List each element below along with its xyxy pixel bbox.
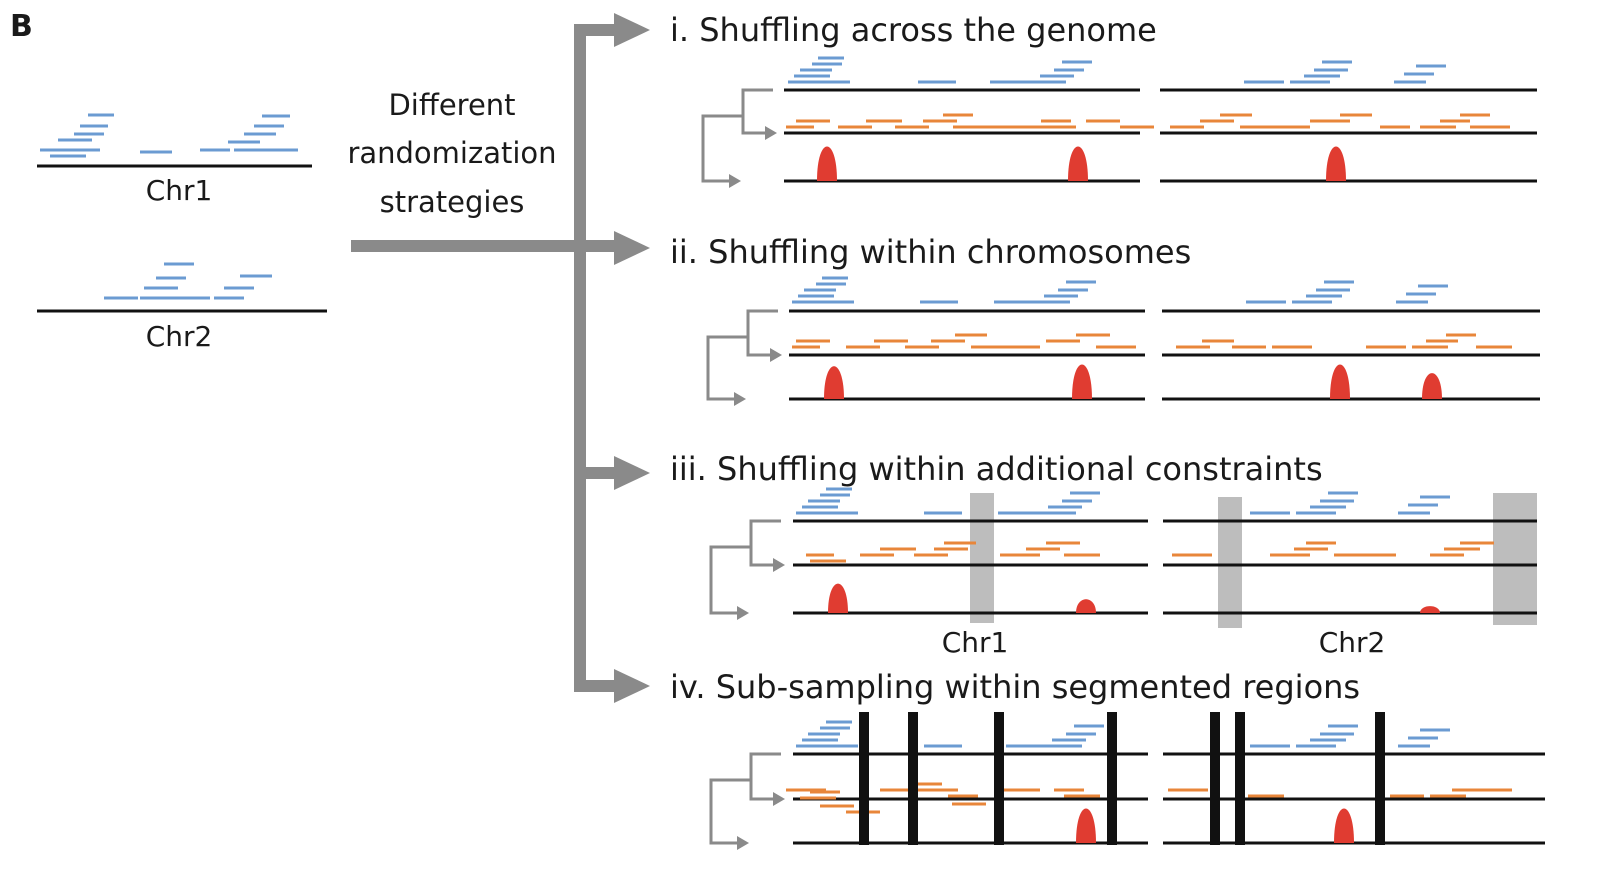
peak-signal: [828, 583, 848, 613]
section-i-bracket-lower-head: [729, 174, 741, 188]
segment-boundary: [1210, 712, 1220, 845]
arrow-iii-head: [614, 456, 650, 490]
arrow-ii-head: [614, 231, 650, 265]
section-i-bracket-lower: [701, 114, 743, 183]
section-iv-bracket-lower: [709, 778, 751, 845]
segment-boundary: [859, 712, 869, 845]
segment-boundary: [1107, 712, 1117, 845]
peak-signal: [1072, 364, 1092, 399]
segment-boundary: [994, 712, 1004, 845]
excluded-region: [1218, 497, 1242, 628]
peak-signal: [824, 366, 844, 399]
panel-label: B: [10, 9, 33, 44]
arrow-iv-head: [614, 669, 650, 703]
section-iv-bracket-lower-head: [737, 836, 749, 850]
section-iii-title: iii. Shuffling within additional constra…: [670, 450, 1323, 488]
section-iv-bracket-upper-head: [773, 792, 785, 806]
segment-boundary: [1235, 712, 1245, 845]
peak-signal: [1330, 364, 1350, 399]
section-ii-title: ii. Shuffling within chromosomes: [670, 233, 1191, 271]
peak-signal: [1420, 606, 1440, 613]
arrow-i-head: [614, 13, 650, 47]
section-ii-bracket-lower-head: [734, 392, 746, 406]
section-iii-chr2-label: Chr2: [1319, 626, 1386, 659]
section-iii-bracket-lower-head: [737, 606, 749, 620]
section-ii-bracket-upper: [746, 309, 778, 357]
section-ii-bracket-lower: [706, 335, 748, 401]
section-i-title: i. Shuffling across the genome: [670, 11, 1157, 49]
section-iv-bracket-upper: [749, 752, 781, 801]
trunk-arrow-shaft: [574, 24, 586, 690]
section-iii-bracket-upper-head: [773, 558, 785, 572]
section-iii-chr1-label: Chr1: [942, 626, 1009, 659]
chr2-label: Chr2: [146, 320, 213, 353]
peak-signal: [1076, 599, 1096, 613]
peak-signal: [1326, 146, 1346, 181]
excluded-region: [970, 493, 994, 623]
segment-boundary: [908, 712, 918, 845]
section-iii-bracket-lower: [709, 545, 751, 615]
section-i-bracket-upper: [741, 88, 773, 135]
peak-signal: [1076, 808, 1096, 843]
caption-line-1: Different: [388, 88, 515, 122]
segment-boundary: [1375, 712, 1385, 845]
peak-signal: [1068, 146, 1088, 181]
peak-signal: [1334, 808, 1354, 843]
section-iv-title: iv. Sub-sampling within segmented region…: [670, 668, 1360, 706]
arrow-iv-shaft: [574, 680, 618, 692]
section-ii-bracket-upper-head: [770, 348, 782, 362]
excluded-region: [1493, 493, 1537, 625]
caption-line-2: randomization: [347, 136, 556, 170]
arrow-iii-shaft: [574, 467, 618, 479]
section-i-bracket-upper-head: [765, 126, 777, 140]
arrow-i-shaft: [574, 24, 618, 36]
peak-signal: [817, 146, 837, 181]
caption-line-3: strategies: [380, 185, 525, 219]
section-iii-bracket-upper: [749, 519, 781, 567]
peak-signal: [1422, 373, 1442, 399]
main-arrow-shaft: [351, 240, 618, 252]
chr1-label: Chr1: [146, 174, 213, 207]
